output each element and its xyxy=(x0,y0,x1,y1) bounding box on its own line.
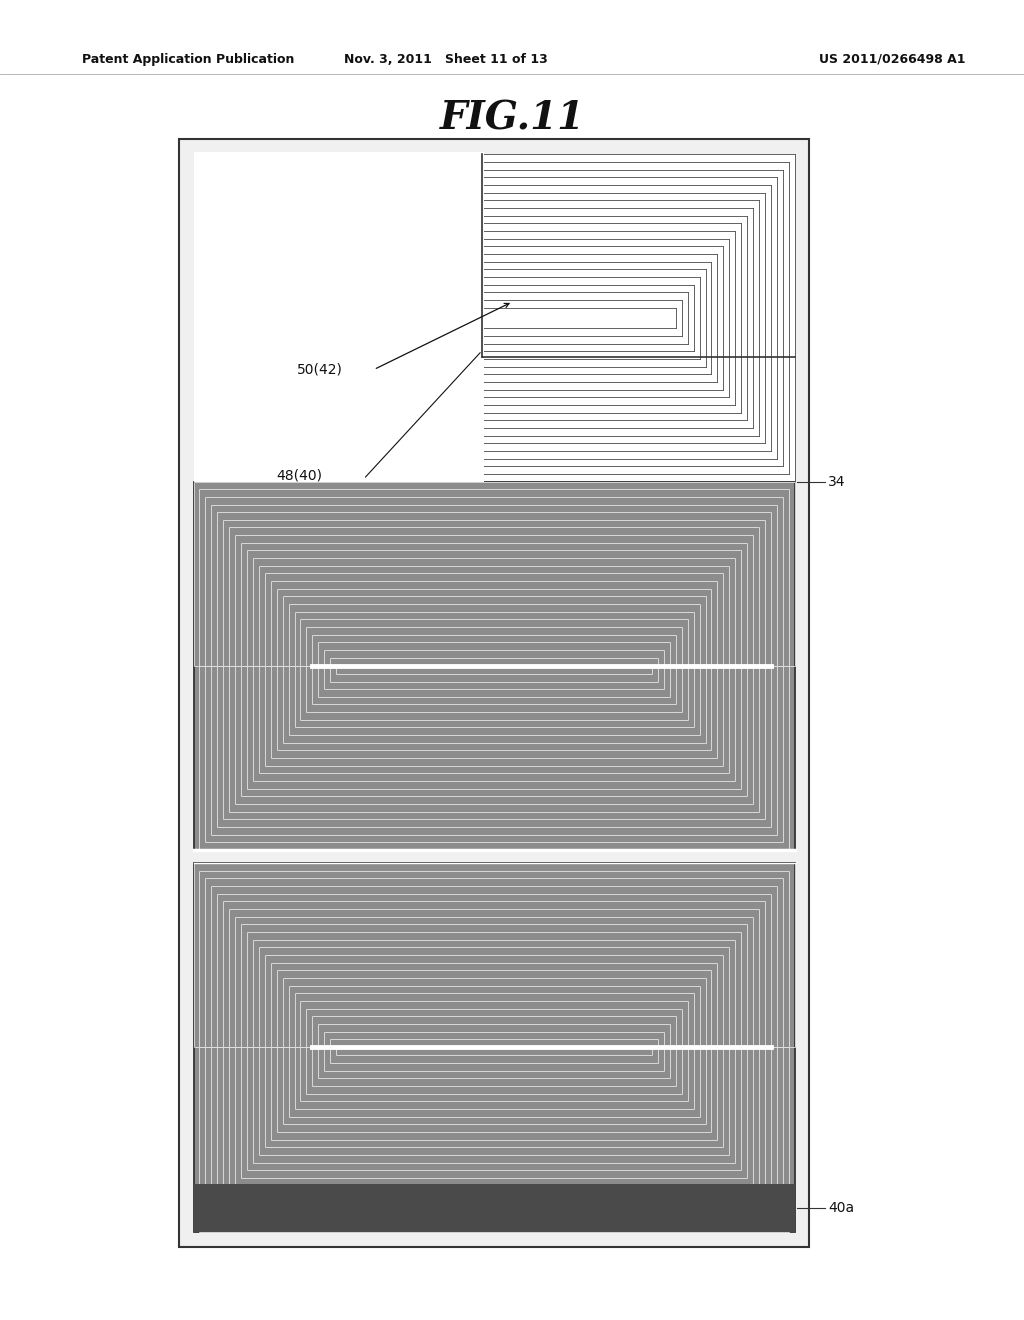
Bar xyxy=(194,152,484,358)
Text: 50(42): 50(42) xyxy=(297,363,343,376)
Text: Patent Application Publication: Patent Application Publication xyxy=(82,53,294,66)
Text: 40a: 40a xyxy=(828,1201,855,1214)
Text: US 2011/0266498 A1: US 2011/0266498 A1 xyxy=(819,53,966,66)
Bar xyxy=(194,1184,795,1232)
Bar xyxy=(194,482,795,850)
Text: 34: 34 xyxy=(828,474,846,488)
Bar xyxy=(194,154,795,482)
Text: 48(40): 48(40) xyxy=(276,469,323,482)
Bar xyxy=(179,139,809,1247)
Text: Nov. 3, 2011   Sheet 11 of 13: Nov. 3, 2011 Sheet 11 of 13 xyxy=(344,53,547,66)
Bar xyxy=(194,358,484,482)
Text: FIG.11: FIG.11 xyxy=(439,100,585,137)
Bar xyxy=(194,863,795,1232)
